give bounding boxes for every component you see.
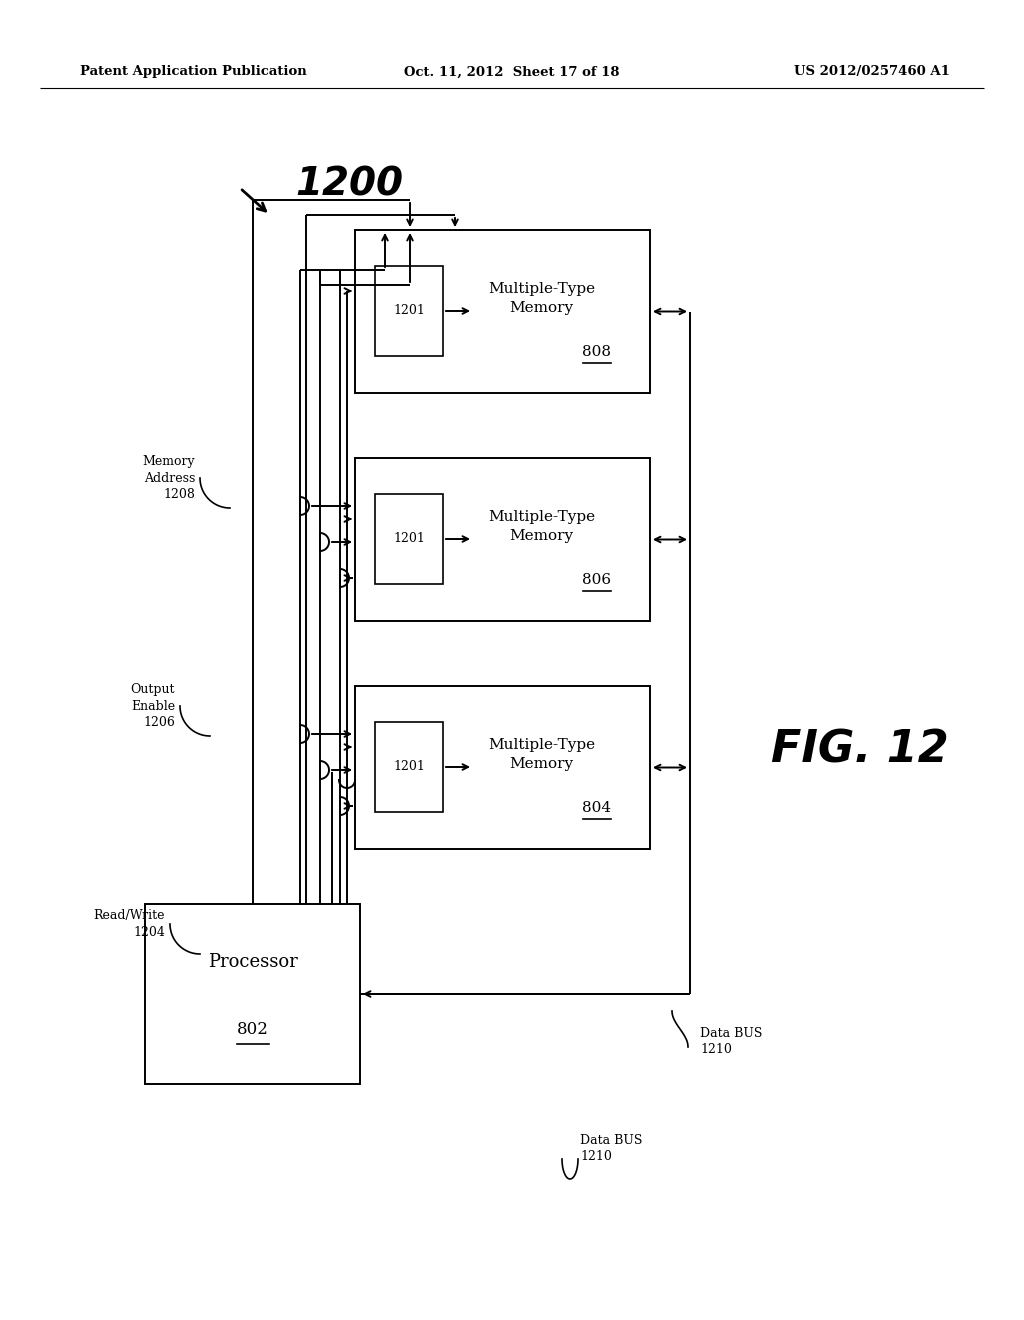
Text: 806: 806 — [583, 573, 611, 587]
Bar — [375, 267, 443, 356]
Bar — [145, 904, 360, 1084]
Text: Oct. 11, 2012  Sheet 17 of 18: Oct. 11, 2012 Sheet 17 of 18 — [404, 66, 620, 78]
Text: 1201: 1201 — [393, 305, 425, 318]
Text: 1201: 1201 — [393, 760, 425, 774]
Text: Data BUS
1210: Data BUS 1210 — [580, 1134, 642, 1163]
Text: FIG. 12: FIG. 12 — [771, 729, 949, 771]
Text: 808: 808 — [583, 346, 611, 359]
Text: 1200: 1200 — [295, 166, 403, 205]
Text: US 2012/0257460 A1: US 2012/0257460 A1 — [795, 66, 950, 78]
Text: 1201: 1201 — [393, 532, 425, 545]
Text: Read/Write
1204: Read/Write 1204 — [93, 909, 165, 939]
Text: 802: 802 — [237, 1022, 268, 1039]
Text: Memory
Address
1208: Memory Address 1208 — [142, 455, 195, 500]
Bar — [375, 722, 443, 812]
Bar — [355, 686, 650, 849]
Text: Data BUS
1210: Data BUS 1210 — [700, 1027, 763, 1056]
Bar — [375, 494, 443, 583]
Text: Multiple-Type
Memory: Multiple-Type Memory — [488, 281, 595, 315]
Text: Multiple-Type
Memory: Multiple-Type Memory — [488, 738, 595, 771]
Text: Patent Application Publication: Patent Application Publication — [80, 66, 307, 78]
Text: Processor: Processor — [208, 953, 297, 970]
Text: Output
Enable
1206: Output Enable 1206 — [130, 684, 175, 729]
Bar — [355, 458, 650, 620]
Text: 804: 804 — [583, 801, 611, 816]
Bar — [355, 230, 650, 393]
Text: Multiple-Type
Memory: Multiple-Type Memory — [488, 510, 595, 544]
